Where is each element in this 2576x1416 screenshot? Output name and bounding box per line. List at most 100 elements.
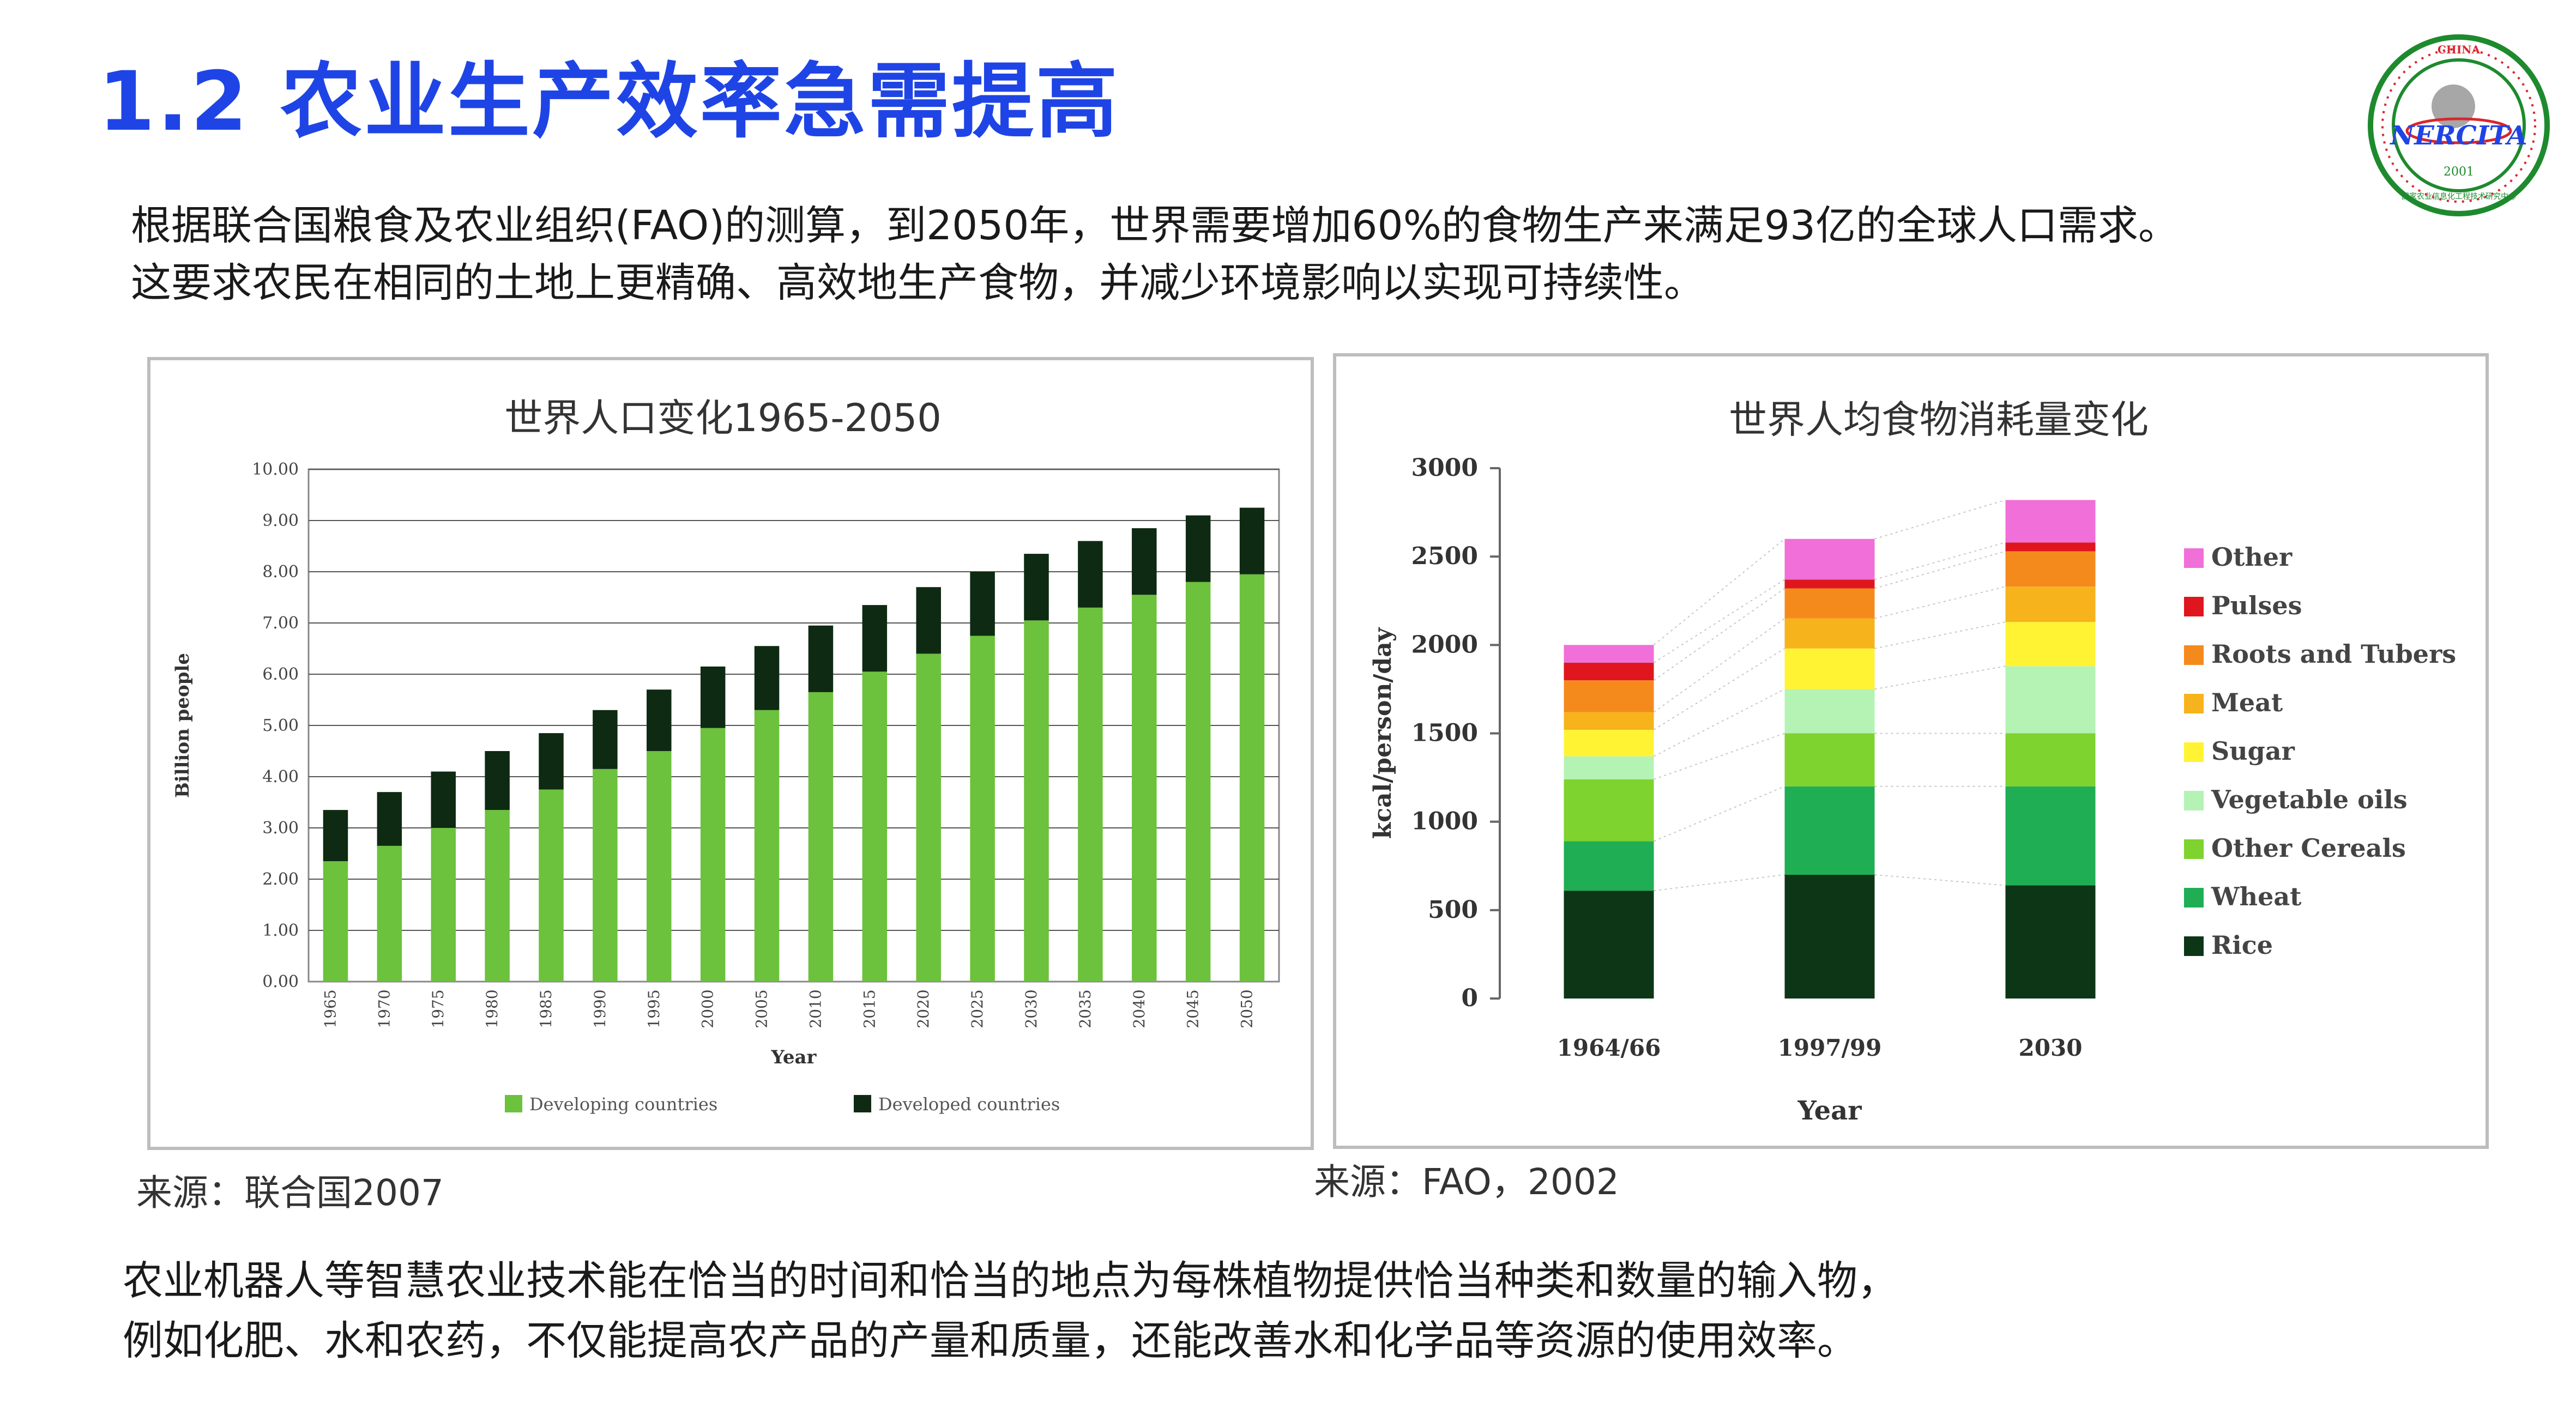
- page-title: 1.2 农业生产效率急需提高: [98, 55, 1120, 149]
- bar-segment-vegetable-oils: [1564, 756, 1654, 779]
- y-tick-label: 1.00: [262, 921, 299, 940]
- bar-segment-sugar: [1784, 648, 1875, 689]
- legend-label: Pulses: [2211, 591, 2302, 620]
- source-label-fao: 来源：FAO，2002: [1314, 1161, 1619, 1203]
- y-tick-label: 2.00: [262, 870, 299, 889]
- bar-segment-other-cereals: [1784, 733, 1875, 786]
- legend-label: Roots and Tubers: [2211, 639, 2456, 669]
- legend-label: Other: [2211, 542, 2293, 572]
- x-tick-label: 1964/66: [1557, 1034, 1661, 1061]
- bar-segment-rice: [2005, 885, 2096, 999]
- legend-label: Meat: [2211, 688, 2283, 717]
- nercita-logo: CHINA 国家农业信息化工程技术研究中心 NERCITA 2001: [2368, 34, 2550, 216]
- bar-segment-sugar: [2005, 622, 2096, 667]
- y-tick-label: 0.00: [262, 972, 299, 991]
- bar-segment-roots-and-tubers: [1564, 680, 1654, 712]
- x-tick-label: 2015: [860, 989, 878, 1028]
- legend-label: Sugar: [2211, 736, 2295, 766]
- bar-developed: [485, 751, 510, 810]
- y-tick-label: 1500: [1411, 719, 1478, 747]
- x-tick-label: 2005: [753, 989, 771, 1028]
- connector-line: [1874, 542, 2006, 580]
- legend-swatch: [2184, 839, 2204, 859]
- svg-text:NERCITA: NERCITA: [2389, 120, 2527, 151]
- bar-developing: [431, 828, 456, 982]
- bar-segment-other: [2005, 500, 2096, 543]
- connector-line: [1874, 586, 2006, 619]
- bar-segment-meat: [2005, 586, 2096, 622]
- bar-developed: [1078, 541, 1103, 608]
- legend-swatch: [2184, 548, 2204, 568]
- connector-line: [1653, 538, 1785, 646]
- legend-swatch: [2184, 936, 2204, 956]
- bar-developed: [754, 646, 780, 710]
- bar-developing: [1078, 607, 1103, 982]
- legend-swatch: [2184, 645, 2204, 665]
- legend-swatch: [2184, 597, 2204, 616]
- population-chart: 世界人口变化1965-2050 0.00 1.00 2.00 3.00 4.00 5.00 6…: [147, 357, 1314, 1150]
- bar-developed: [431, 771, 456, 828]
- bar-developing: [593, 768, 618, 982]
- x-tick-label: 1980: [483, 989, 501, 1028]
- bar-developed: [1239, 507, 1265, 574]
- legend-swatch: [2184, 694, 2204, 713]
- y-tick-label: 0: [1461, 984, 1478, 1012]
- bar-developing: [808, 692, 834, 982]
- x-tick-label: 2030: [2019, 1034, 2083, 1061]
- bar-segment-rice: [1564, 891, 1654, 999]
- bar-developing: [754, 710, 780, 982]
- food-consumption-chart: 世界人均食物消耗量变化 0 500 1000 1500 2000 2500 3000 kcal/…: [1333, 353, 2489, 1149]
- connector-line: [1654, 688, 1785, 757]
- legend-swatch: [505, 1095, 522, 1112]
- population-chart-svg: 世界人口变化1965-2050 0.00 1.00 2.00 3.00 4.00 5.00 6…: [172, 396, 1280, 1115]
- legend-swatch: [2184, 742, 2204, 762]
- legend-swatch: [2184, 791, 2204, 810]
- bar-segment-pulses: [1564, 662, 1654, 681]
- connector-line: [1654, 874, 1785, 892]
- x-tick-label: 1997/99: [1778, 1034, 1882, 1061]
- bar-segment-other: [1564, 645, 1654, 663]
- legend-label: Developing countries: [529, 1094, 717, 1115]
- svg-text:CHINA: CHINA: [2438, 43, 2480, 56]
- y-tick-label: 2000: [1411, 631, 1478, 658]
- bar-segment-sugar: [1564, 730, 1654, 757]
- x-tick-label: 2025: [968, 989, 986, 1028]
- outro-line: 农业机器人等智慧农业技术能在恰当的时间和恰当的地点为每株植物提供恰当种类和数量的…: [123, 1257, 1898, 1304]
- svg-text:国家农业信息化工程技术研究中心: 国家农业信息化工程技术研究中心: [2402, 192, 2516, 201]
- x-tick-label: 1995: [645, 989, 663, 1028]
- intro-line: 根据联合国粮食及农业组织(FAO)的测算，到2050年，世界需要增加60%的食物…: [131, 202, 2179, 249]
- source-label-un: 来源：联合国2007: [136, 1172, 444, 1214]
- connector-line: [1653, 648, 1785, 730]
- connector-line: [1874, 621, 2006, 649]
- legend-swatch: [2184, 888, 2204, 907]
- bar-developed: [862, 605, 888, 672]
- bar-developed: [970, 572, 995, 636]
- x-tick-label: 2040: [1130, 989, 1148, 1028]
- connector-line: [1653, 618, 1785, 713]
- bar-developed: [323, 810, 348, 862]
- bar-developing: [539, 789, 564, 982]
- connector-line: [1874, 499, 2006, 540]
- bar-developed: [593, 710, 618, 769]
- legend-label: Other Cereals: [2211, 833, 2406, 863]
- connector-line: [1874, 550, 2006, 589]
- x-tick-label: 2020: [914, 989, 932, 1028]
- legend-label: Wheat: [2211, 882, 2302, 911]
- legend-label: Developed countries: [878, 1094, 1060, 1115]
- bar-developed: [1132, 528, 1157, 595]
- x-tick-label: 2010: [806, 989, 824, 1028]
- bar-segment-wheat: [1564, 841, 1654, 891]
- bar-developed: [808, 625, 834, 692]
- x-axis-label: Year: [771, 1046, 817, 1068]
- y-tick-label: 3000: [1411, 454, 1478, 482]
- x-tick-label: 2035: [1076, 989, 1094, 1028]
- bar-developing: [377, 845, 402, 982]
- y-tick-label: 1000: [1411, 808, 1478, 836]
- legend-label: Vegetable oils: [2211, 785, 2408, 814]
- svg-text:2001: 2001: [2444, 165, 2474, 179]
- connector-line: [1654, 733, 1785, 780]
- bar-segment-vegetable-oils: [2005, 666, 2096, 734]
- bar-developed: [700, 666, 726, 728]
- connector-line: [1874, 665, 2006, 690]
- bar-developed: [916, 587, 941, 654]
